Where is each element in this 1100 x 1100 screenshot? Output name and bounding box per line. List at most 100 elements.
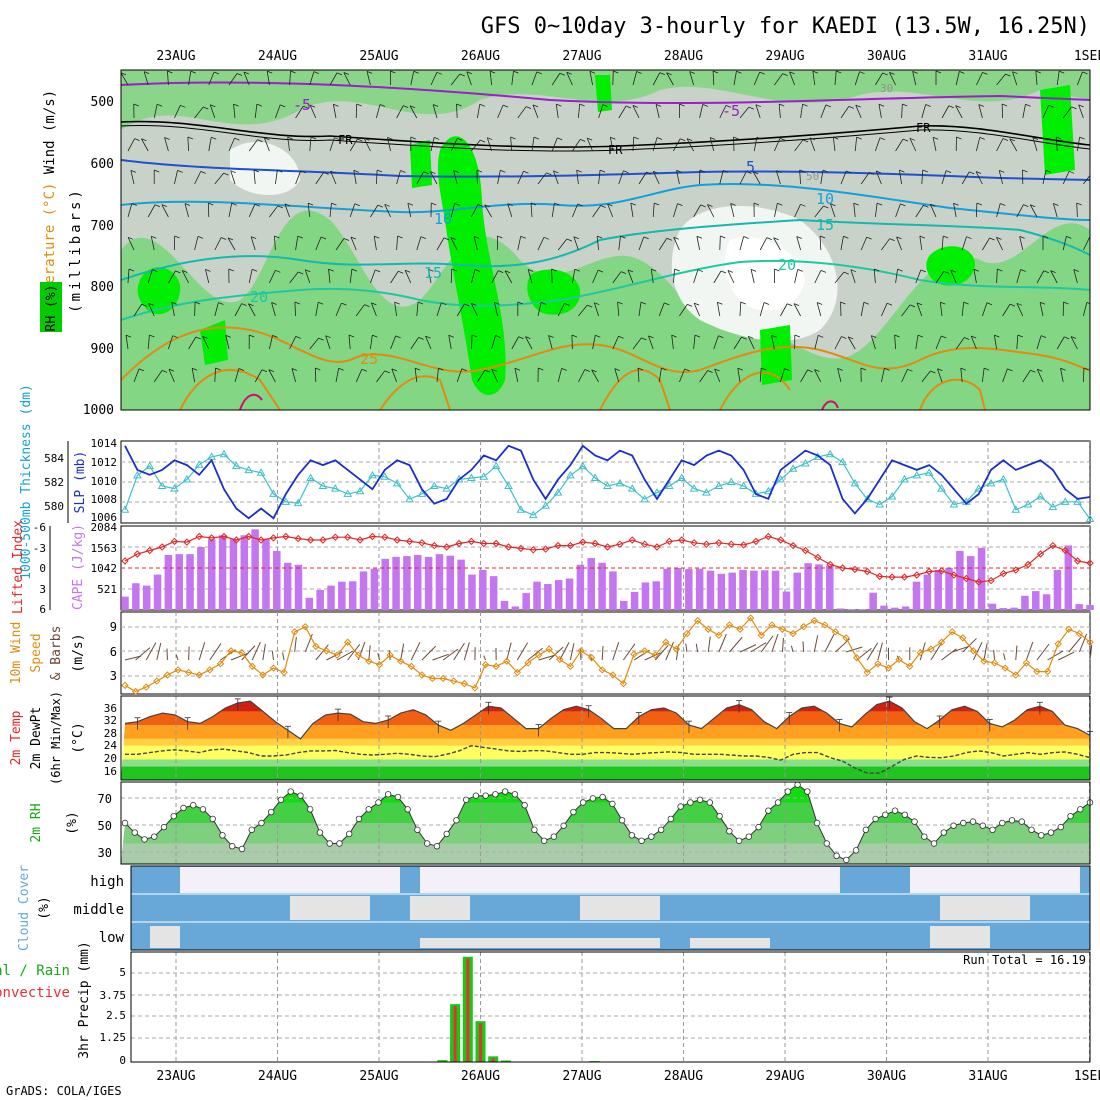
data-point (987, 576, 995, 585)
wind-barb-tick (1086, 302, 1090, 305)
wind-barb-tick (377, 204, 383, 208)
li-tick-6: 6 (39, 603, 46, 616)
wind-barb-tick (797, 268, 803, 272)
data-point (810, 616, 818, 625)
wind-barb (976, 137, 981, 152)
wind-barb (592, 269, 599, 284)
rh-tick-70: 70 (98, 792, 112, 806)
wind-barb (349, 269, 353, 284)
wind-barb (329, 203, 332, 218)
wind-barb (939, 302, 943, 317)
wind-barb (814, 205, 824, 218)
wind-barb (504, 270, 513, 284)
wind-barb (353, 170, 357, 185)
wind-barb (141, 138, 149, 152)
data-point (307, 806, 314, 813)
data-point (706, 799, 714, 806)
wind-barb (747, 336, 755, 350)
data-point (667, 815, 675, 823)
wind-barb-tick (238, 368, 245, 371)
wind-barb-tick (315, 367, 321, 371)
data-point (627, 484, 637, 492)
wind-barb-tick (950, 269, 956, 273)
wind-barb-tick (964, 337, 970, 340)
data-point (269, 534, 278, 542)
wind-barb-tick (636, 71, 642, 74)
ylabel-convective: Convective (0, 985, 70, 1001)
data-point (1048, 502, 1058, 511)
wind-barb (214, 172, 224, 185)
wind-barb-tick (497, 235, 503, 239)
date-label-top: 23AUG (156, 49, 195, 64)
wind-barb (996, 268, 998, 284)
wind-barb-tick (693, 302, 700, 306)
wind-barb-tick (548, 335, 554, 338)
wind-barb (538, 654, 555, 661)
wind-barb (188, 646, 190, 661)
wind-barb-tick (923, 204, 929, 208)
wind-barb (548, 335, 553, 350)
wind-barb (652, 203, 655, 218)
wind-barb-tick (280, 104, 286, 108)
wind-barb-tick (694, 334, 701, 338)
wind-barb (572, 269, 576, 284)
wind-barb (532, 104, 539, 119)
wind-barb-tick (297, 235, 303, 239)
wind-barb (184, 203, 189, 218)
data-point (492, 662, 500, 671)
data-point (609, 671, 617, 679)
wind-barb-tick (686, 138, 693, 142)
wind-barb (264, 137, 270, 152)
wind-barb (941, 236, 944, 251)
wind-barb-tick (1009, 303, 1016, 307)
p-tick-900: 900 (91, 342, 114, 357)
data-point (1061, 546, 1069, 555)
cape-bar (901, 606, 910, 610)
wind-barb (775, 170, 781, 185)
wind-barb (671, 335, 674, 350)
wind-barb-tick (1048, 104, 1054, 108)
wind-barb (228, 137, 235, 152)
wind-barb (517, 106, 527, 119)
data-point (887, 492, 897, 500)
date-label-top: 1SEP (1074, 49, 1100, 64)
cloud-clear-patch (270, 867, 400, 893)
data-point (863, 567, 872, 576)
data-point (294, 534, 302, 543)
wind-barb (537, 237, 545, 251)
wind-barb-tick (869, 172, 875, 175)
wind-barb-tick (256, 103, 263, 107)
wind-barb (421, 645, 436, 661)
cape-bar (479, 569, 487, 610)
data-point (248, 826, 255, 834)
wind-barb (1039, 302, 1044, 317)
wind-barb-tick (491, 368, 497, 372)
cloud-clear-patch (910, 867, 1080, 893)
data-point (455, 539, 463, 548)
wind-barb (895, 138, 904, 152)
data-point (1036, 492, 1045, 500)
wind-barb-tick (1017, 334, 1023, 338)
wind-barb (248, 204, 256, 218)
wind-barb (679, 368, 686, 383)
wind-barb-tick (1001, 103, 1008, 107)
wind-barb-tick (856, 136, 862, 140)
wind-barb (127, 237, 135, 251)
wind-barb (275, 170, 278, 185)
wind-barb-tick (776, 170, 782, 173)
cape-bar (934, 569, 942, 610)
wind-barb (1083, 174, 1090, 185)
data-point (913, 571, 921, 579)
wind-barb-tick (310, 136, 317, 140)
cape-bar (283, 562, 292, 610)
data-point (825, 449, 835, 458)
wind-barb-tick (561, 368, 567, 371)
wind-barb (1060, 368, 1064, 383)
data-point (949, 499, 959, 508)
wind-barb-tick (230, 170, 236, 174)
wind-barb-tick (215, 367, 221, 371)
date-label-bottom: 29AUG (765, 1069, 804, 1084)
wind-barb-tick (197, 236, 204, 239)
wind-barb (553, 170, 559, 185)
wind-barb (755, 104, 761, 119)
